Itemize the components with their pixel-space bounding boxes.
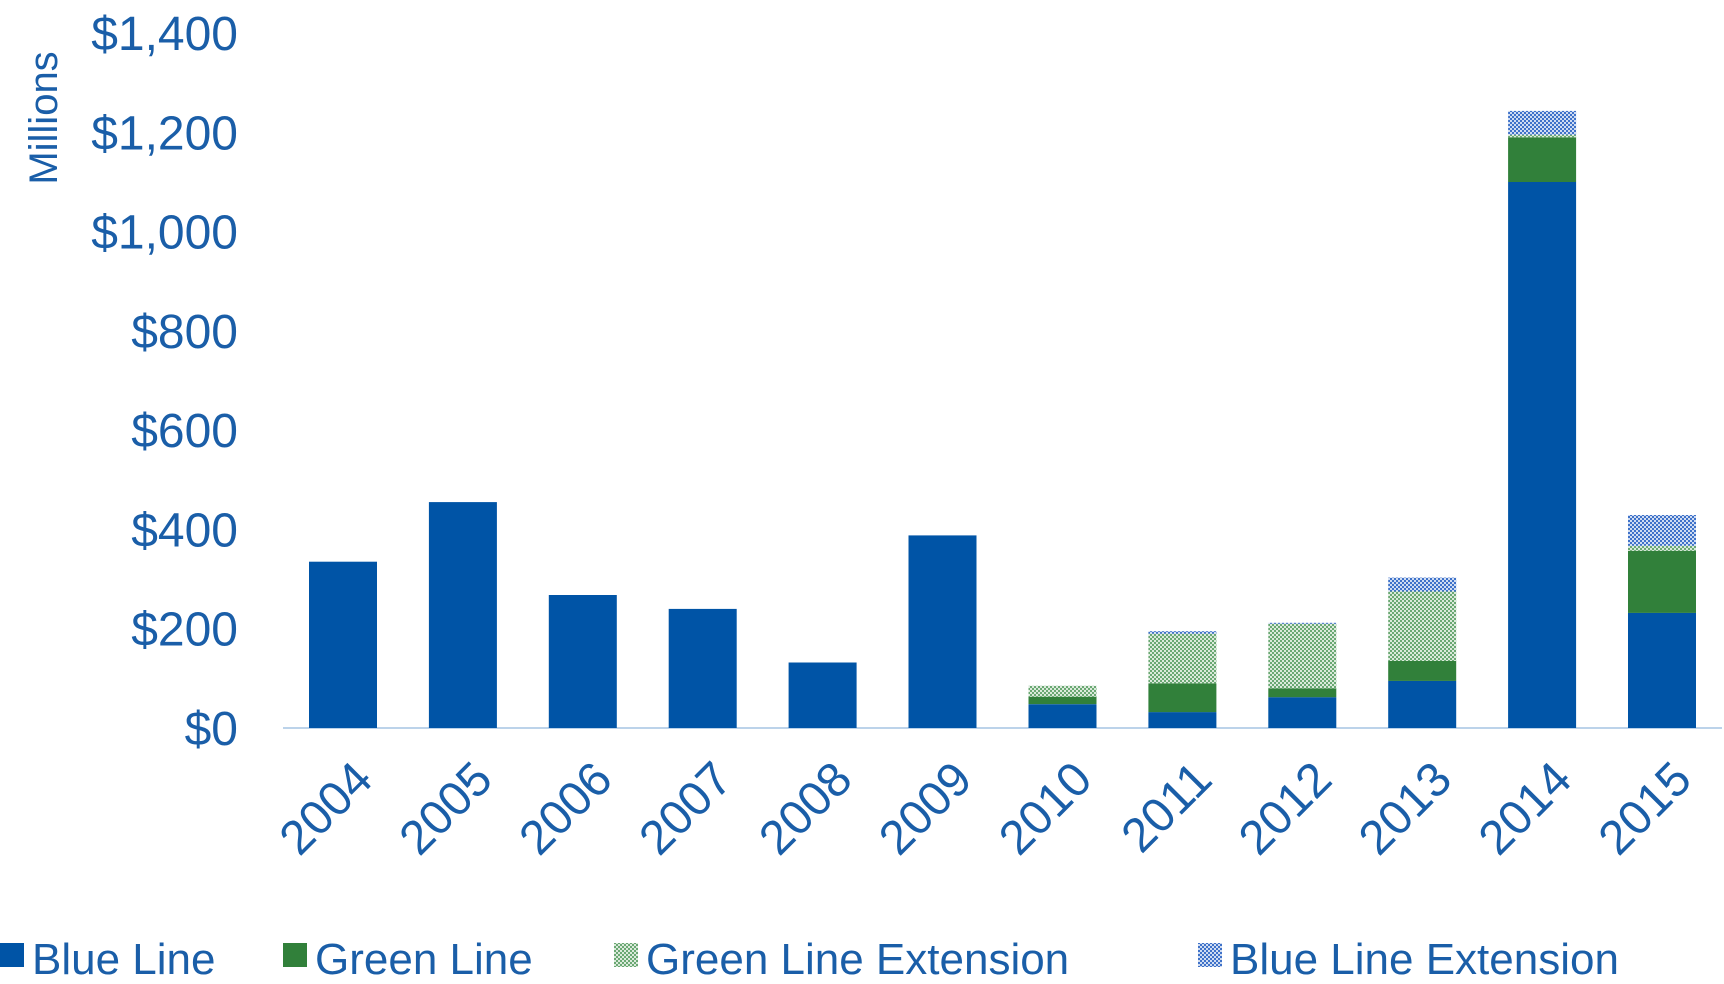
bar-blue-line-2012	[1268, 697, 1337, 728]
y-tick-label: $0	[185, 703, 238, 756]
bar-green-line-2013	[1388, 661, 1457, 681]
bars	[309, 110, 1696, 728]
bar-blue-line-2004	[309, 561, 377, 728]
x-tick-label: 2014	[1469, 752, 1582, 865]
bar-blue-line-extension-2014	[1508, 110, 1577, 135]
y-tick-label: $600	[131, 405, 238, 458]
x-tick-label: 2012	[1229, 752, 1342, 865]
bar-green-line-2015	[1628, 550, 1696, 613]
legend-label-blue-line: Blue Line	[32, 935, 215, 984]
bar-green-line-extension-2011	[1148, 633, 1217, 684]
bar-blue-line-extension-2015	[1628, 515, 1696, 546]
x-tick-label: 2009	[869, 752, 982, 865]
bar-blue-line-2011	[1148, 712, 1217, 728]
legend-swatch-green-line	[283, 943, 307, 967]
y-tick-label: $1,200	[91, 107, 238, 160]
legend-label-blue-line-extension: Blue Line Extension	[1230, 935, 1619, 984]
y-tick-label: $1,400	[91, 8, 238, 61]
x-tick-label: 2007	[630, 752, 743, 865]
bar-blue-line-extension-2013	[1388, 577, 1457, 592]
bar-green-line-extension-2014	[1508, 134, 1577, 138]
bar-blue-line-2014	[1508, 181, 1577, 728]
bar-green-line-2012	[1268, 688, 1337, 698]
bar-blue-line-2015	[1628, 612, 1696, 728]
legend-label-green-line: Green Line	[315, 935, 533, 984]
y-axis-title: Millions	[22, 51, 66, 184]
y-tick-label: $400	[131, 504, 238, 557]
bar-green-line-extension-2013	[1388, 591, 1457, 661]
x-tick-label: 2004	[270, 752, 383, 865]
bar-green-line-2011	[1148, 683, 1217, 713]
bar-blue-line-2013	[1388, 680, 1457, 728]
bar-blue-line-extension-2012	[1268, 622, 1337, 624]
legend-swatch-blue-line	[0, 943, 24, 967]
x-tick-label: 2011	[1112, 752, 1222, 862]
x-tick-label: 2008	[749, 752, 862, 865]
bar-blue-line-2007	[668, 608, 737, 728]
bar-blue-line-extension-2011	[1148, 631, 1217, 634]
bar-blue-line-2005	[428, 502, 497, 728]
x-axis: 2004 2005 2006 2007 2008 2009 2010 2011 2012 2013…	[270, 752, 1702, 865]
bar-green-line-extension-2015	[1628, 545, 1696, 551]
bar-green-line-extension-2012	[1268, 623, 1337, 689]
bar-blue-line-2006	[548, 595, 617, 728]
y-axis: $0 $200 $400 $600 $800 $1,000 $1,200 $1,400	[91, 8, 238, 756]
x-tick-label: 2013	[1349, 752, 1462, 865]
y-tick-label: $800	[131, 306, 238, 359]
legend: Blue Line Green Line Green Line Extension B…	[0, 935, 1619, 984]
y-tick-label: $1,000	[91, 207, 238, 260]
bar-blue-line-2009	[908, 535, 977, 728]
bar-green-line-extension-2010	[1028, 685, 1097, 697]
legend-swatch-blue-line-extension	[1198, 943, 1222, 967]
x-tick-label: 2015	[1589, 752, 1702, 865]
y-tick-label: $200	[131, 604, 238, 657]
x-tick-label: 2006	[510, 752, 623, 865]
legend-label-green-line-extension: Green Line Extension	[646, 935, 1069, 984]
x-tick-label: 2005	[390, 752, 503, 865]
bar-green-line-2010	[1028, 696, 1097, 705]
bar-blue-line-2008	[788, 662, 857, 728]
bar-blue-line-2010	[1028, 704, 1097, 728]
bar-green-line-2014	[1508, 137, 1577, 182]
legend-swatch-green-line-extension	[614, 943, 638, 967]
x-tick-label: 2010	[989, 752, 1102, 865]
